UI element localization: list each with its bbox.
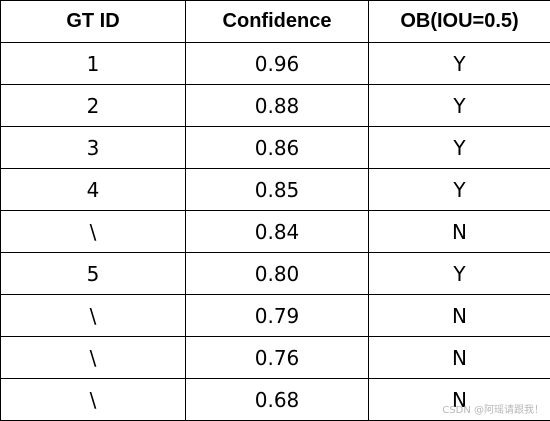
table-cell: \: [1, 337, 186, 379]
table-cell: 0.86: [186, 127, 369, 169]
table-cell: N: [369, 211, 550, 253]
table-cell: 0.96: [186, 43, 369, 85]
table-cell: Y: [369, 253, 550, 295]
table-cell: 0.80: [186, 253, 369, 295]
table-cell: 3: [1, 127, 186, 169]
table-cell: 0.76: [186, 337, 369, 379]
table-cell: 0.79: [186, 295, 369, 337]
table-cell: 4: [1, 169, 186, 211]
table-cell: N: [369, 337, 550, 379]
table-cell: 0.68: [186, 379, 369, 421]
table-cell: Y: [369, 169, 550, 211]
table-cell: \: [1, 379, 186, 421]
table-cell: 1: [1, 43, 186, 85]
table-cell: 0.84: [186, 211, 369, 253]
table-cell: 0.88: [186, 85, 369, 127]
watermark: CSDN @阿瑶请跟我！: [442, 401, 544, 416]
table-cell: Y: [369, 43, 550, 85]
table-cell: 5: [1, 253, 186, 295]
header-cell: GT ID: [1, 1, 186, 43]
header-cell: OB(IOU=0.5): [369, 1, 550, 43]
table-cell: N: [369, 295, 550, 337]
table-cell: 2: [1, 85, 186, 127]
table-cell: 0.85: [186, 169, 369, 211]
header-cell: Confidence: [186, 1, 369, 43]
table-cell: Y: [369, 85, 550, 127]
table-cell: Y: [369, 127, 550, 169]
table-cell: \: [1, 295, 186, 337]
table-cell: \: [1, 211, 186, 253]
